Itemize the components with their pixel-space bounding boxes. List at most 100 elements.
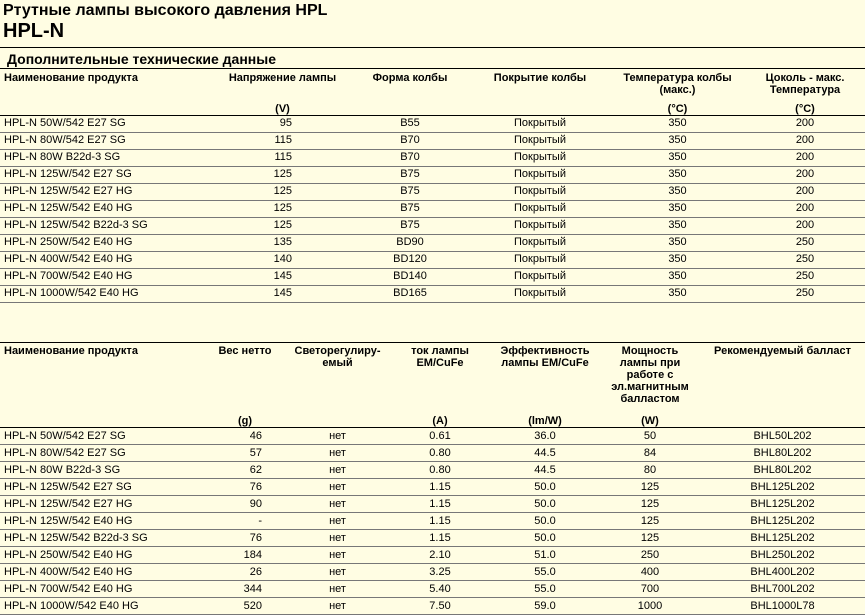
- table-cell: нет: [285, 597, 390, 615]
- table-cell: Покрытый: [470, 132, 610, 150]
- column-unit: (V): [215, 100, 350, 116]
- table-cell: 50.0: [490, 478, 600, 496]
- table-cell: Покрытый: [470, 234, 610, 252]
- table-cell: HPL-N 125W/542 E40 HG: [0, 200, 215, 218]
- table-cell: 1.15: [390, 512, 490, 530]
- table-cell: HPL-N 80W/542 E27 SG: [0, 444, 205, 462]
- unit-row: (V) (°C) (°C): [0, 100, 865, 116]
- table-cell: BHL125L202: [700, 495, 865, 513]
- table-cell: 5.40: [390, 580, 490, 598]
- table-cell: HPL-N 125W/542 E40 HG: [0, 512, 205, 530]
- table-cell: 250: [745, 285, 865, 303]
- table-row: HPL-N 700W/542 E40 HG 344 нет 5.40 55.0 700 BH…: [0, 580, 865, 598]
- table-cell: 125: [600, 512, 700, 530]
- column-unit: [0, 412, 205, 428]
- table-cell: 51.0: [490, 546, 600, 564]
- table-cell: BHL80L202: [700, 444, 865, 462]
- table-cell: BHL125L202: [700, 512, 865, 530]
- table-cell: Покрытый: [470, 166, 610, 184]
- table-cell: 59.0: [490, 597, 600, 615]
- table-cell: 1.15: [390, 478, 490, 496]
- column-unit: [0, 100, 215, 116]
- table-cell: 350: [610, 166, 745, 184]
- table-row: HPL-N 50W/542 E27 SG 95 B55 Покрытый 350 200: [0, 115, 865, 133]
- table-cell: HPL-N 80W/542 E27 SG: [0, 132, 215, 150]
- column-unit: [700, 412, 865, 428]
- table-cell: -: [205, 512, 285, 530]
- table-cell: 26: [205, 563, 285, 581]
- column-header: Температура колбы (макс.): [623, 72, 732, 96]
- table-cell: 76: [205, 529, 285, 547]
- table-cell: 350: [610, 183, 745, 201]
- column-header: Мощность лампы при работе с эл.магнитным…: [611, 345, 689, 405]
- table-row: HPL-N 125W/542 E40 HG 125 B75 Покрытый 350 20…: [0, 200, 865, 218]
- table-row: HPL-N 125W/542 E27 HG 90 нет 1.15 50.0 125 BHL…: [0, 495, 865, 513]
- table-cell: B70: [350, 132, 470, 150]
- table-cell: HPL-N 700W/542 E40 HG: [0, 268, 215, 286]
- table-cell: 0.80: [390, 444, 490, 462]
- table-cell: 350: [610, 285, 745, 303]
- table-row: HPL-N 250W/542 E40 HG 135 BD90 Покрытый 350 2…: [0, 234, 865, 252]
- table-cell: B75: [350, 166, 470, 184]
- column-unit: (lm/W): [490, 412, 600, 428]
- column-unit: [285, 412, 390, 428]
- table-cell: 200: [745, 149, 865, 167]
- table-cell: нет: [285, 478, 390, 496]
- table-row: HPL-N 125W/542 E40 HG - нет 1.15 50.0 125 BHL1…: [0, 512, 865, 530]
- table-cell: 0.80: [390, 461, 490, 479]
- table-cell: HPL-N 125W/542 E27 SG: [0, 478, 205, 496]
- column-header: Вес нетто: [218, 345, 272, 357]
- table-cell: 344: [205, 580, 285, 598]
- table-cell: HPL-N 125W/542 E27 HG: [0, 495, 205, 513]
- table-cell: нет: [285, 546, 390, 564]
- table-cell: BHL125L202: [700, 478, 865, 496]
- table-cell: 145: [215, 268, 350, 286]
- table-cell: Покрытый: [470, 200, 610, 218]
- table-cell: 0.61: [390, 427, 490, 445]
- table-cell: HPL-N 125W/542 B22d-3 SG: [0, 217, 215, 235]
- table-cell: 44.5: [490, 461, 600, 479]
- table-row: HPL-N 80W B22d-3 SG 62 нет 0.80 44.5 80 BHL80L…: [0, 461, 865, 479]
- table-cell: 3.25: [390, 563, 490, 581]
- table-cell: 80: [600, 461, 700, 479]
- table-row: HPL-N 125W/542 B22d-3 SG 125 B75 Покрытый 35…: [0, 217, 865, 235]
- table-cell: BHL80L202: [700, 461, 865, 479]
- column-header: Эффективность лампы EM/CuFe: [500, 345, 590, 369]
- table-cell: 46: [205, 427, 285, 445]
- table-cell: 50.0: [490, 512, 600, 530]
- column-header: Цоколь - макс. Температура: [765, 72, 845, 96]
- spec-table: Наименование продукта Вес нетто Светорегул…: [0, 342, 865, 615]
- table-cell: 44.5: [490, 444, 600, 462]
- table-cell: HPL-N 250W/542 E40 HG: [0, 234, 215, 252]
- table-cell: HPL-N 50W/542 E27 SG: [0, 427, 205, 445]
- table-cell: 350: [610, 200, 745, 218]
- table-cell: BD120: [350, 251, 470, 269]
- table-cell: 250: [600, 546, 700, 564]
- table-cell: 50.0: [490, 529, 600, 547]
- table-cell: 125: [215, 183, 350, 201]
- table-cell: BHL125L202: [700, 529, 865, 547]
- table-cell: BHL700L202: [700, 580, 865, 598]
- table-cell: 350: [610, 217, 745, 235]
- table-cell: 350: [610, 132, 745, 150]
- table-cell: HPL-N 400W/542 E40 HG: [0, 563, 205, 581]
- table-cell: 55.0: [490, 563, 600, 581]
- table-cell: 700: [600, 580, 700, 598]
- column-unit: (°C): [745, 100, 865, 116]
- table-row: HPL-N 400W/542 E40 HG 26 нет 3.25 55.0 400 BHL…: [0, 563, 865, 581]
- table-cell: нет: [285, 529, 390, 547]
- table-cell: 140: [215, 251, 350, 269]
- table-cell: B70: [350, 149, 470, 167]
- table-cell: 125: [600, 495, 700, 513]
- subtitle: HPL-N: [3, 20, 65, 42]
- column-unit: (W): [600, 412, 700, 428]
- table-row: HPL-N 1000W/542 E40 HG 145 BD165 Покрытый 35…: [0, 285, 865, 303]
- table-cell: 7.50: [390, 597, 490, 615]
- table-cell: 62: [205, 461, 285, 479]
- table-cell: 1.15: [390, 495, 490, 513]
- column-header: ток лампы EM/CuFe: [411, 345, 469, 369]
- table-cell: BHL400L202: [700, 563, 865, 581]
- column-header: Наименование продукта: [4, 345, 138, 357]
- table-cell: B75: [350, 183, 470, 201]
